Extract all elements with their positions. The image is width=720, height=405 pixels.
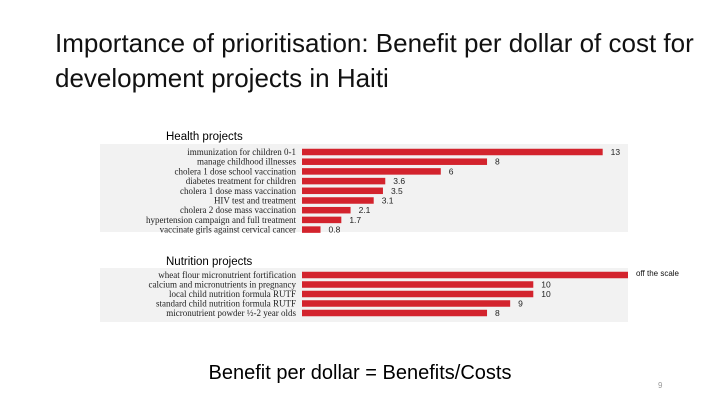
category-label: calcium and micronutrients in pregnancy [149,280,297,290]
bar-off-scale [302,271,628,279]
nutrition-projects-svg: wheat flour micronutrient fortificationc… [100,268,628,322]
bar [302,281,534,288]
category-label: cholera 1 dose mass vaccination [180,186,296,196]
value-label: 6 [449,166,454,176]
slide-title: Importance of prioritisation: Benefit pe… [55,28,694,93]
value-label: 8 [495,157,500,167]
category-label: diabetes treatment for children [186,176,297,186]
category-label: hypertension campaign and full treatment [146,215,296,225]
nutrition-projects-title: Nutrition projects [166,256,253,268]
bar [302,300,511,307]
category-label: immunization for children 0-1 [187,147,296,157]
value-label: 10 [541,280,551,290]
bar [302,177,386,185]
value-label: 0.8 [329,225,341,235]
category-label: cholera 2 dose mass vaccination [180,205,296,215]
bar [302,158,488,165]
bar [302,148,603,156]
bar [302,226,321,233]
bar [302,206,351,214]
bar [302,290,534,298]
page-number: 9 [658,381,663,390]
category-label: standard child nutrition formula RUTF [156,299,296,309]
health-projects-svg: immunization for children 0-1 13 manage ch… [100,144,628,235]
off-scale-annotation: off the scale [636,269,679,278]
bar [302,216,342,224]
value-label: 9 [518,299,523,309]
bar [302,197,374,204]
value-label: 10 [541,289,551,299]
category-label: wheat flour micronutrient fortification [158,270,296,280]
nutrition-projects-chart: wheat flour micronutrient fortification c… [100,268,628,322]
category-label: local child nutrition formula RUTF [169,289,296,299]
bar [302,187,383,195]
value-label: 3.5 [391,186,403,196]
bar [302,309,488,317]
category-label: HIV test and treatment [214,196,297,206]
value-label: 1.7 [349,215,361,225]
value-label: 3.1 [382,196,394,206]
value-label: 13 [611,147,621,157]
value-label: 2.1 [359,205,371,215]
health-projects-title: Health projects [166,131,243,143]
category-label: micronutrient powder ½-2 year olds [166,308,296,318]
category-label: manage childhood illnesses [197,157,296,167]
category-label: cholera 1 dose school vaccination [175,166,297,176]
health-projects-chart: immunization for children 0-1 13 manage ch… [100,144,628,235]
value-label: 3.6 [393,176,405,186]
value-label: 8 [495,308,500,318]
formula-caption: Benefit per dollar = Benefits/Costs [208,362,512,384]
category-label: vaccinate girls against cervical cancer [160,225,296,235]
bar [302,168,441,175]
